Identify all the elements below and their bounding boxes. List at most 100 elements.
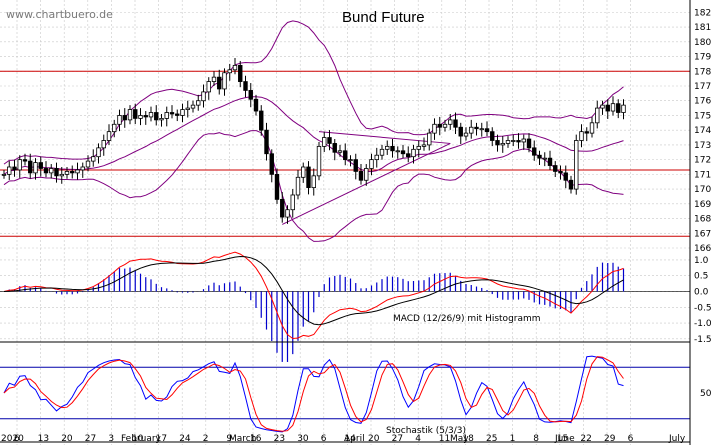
date-tick-label: 27 bbox=[85, 434, 96, 444]
month-label: March bbox=[229, 434, 256, 444]
date-tick-label: 2 bbox=[203, 434, 209, 444]
date-tick-label: 27 bbox=[392, 434, 403, 444]
candle-body bbox=[164, 112, 169, 119]
candle-body bbox=[385, 145, 390, 150]
date-tick-label: 17 bbox=[156, 434, 167, 444]
candle-body bbox=[600, 104, 605, 109]
candle-body bbox=[49, 168, 54, 174]
month-label: April bbox=[344, 434, 365, 444]
candle-body bbox=[91, 156, 96, 162]
candle-body bbox=[154, 112, 159, 121]
candle-body bbox=[479, 128, 484, 131]
candle-body bbox=[369, 159, 374, 169]
date-tick-label: 24 bbox=[179, 434, 191, 444]
candle-body bbox=[253, 98, 259, 112]
year-label: 2020 bbox=[1, 434, 24, 444]
macd-tick-label: 1.0 bbox=[694, 256, 709, 266]
candle-body bbox=[568, 179, 574, 190]
candle-body bbox=[442, 123, 448, 128]
candle-body bbox=[348, 159, 353, 162]
candle-body bbox=[248, 90, 253, 100]
candle-body bbox=[122, 115, 127, 121]
candle-body bbox=[269, 153, 274, 175]
candle-body bbox=[175, 113, 180, 116]
date-tick-label: 6 bbox=[14, 434, 20, 444]
candle-body bbox=[64, 171, 70, 175]
price-tick-label: 166 bbox=[694, 244, 711, 254]
candle-body bbox=[458, 126, 463, 137]
date-tick-label: 23 bbox=[274, 434, 285, 444]
date-tick-label: 22 bbox=[580, 434, 591, 444]
candle-body bbox=[12, 166, 17, 171]
candle-body bbox=[274, 173, 280, 200]
price-tick-label: 176 bbox=[694, 97, 711, 107]
candle-body bbox=[432, 123, 437, 134]
date-tick-label: 11 bbox=[439, 434, 450, 444]
price-tick-label: 174 bbox=[694, 126, 711, 136]
candle-body bbox=[217, 76, 222, 90]
date-tick-label: 30 bbox=[297, 434, 309, 444]
price-tick-label: 171 bbox=[694, 170, 711, 180]
candle-body bbox=[290, 194, 295, 211]
candle-body bbox=[579, 131, 584, 141]
candle-body bbox=[595, 107, 600, 124]
candle-body bbox=[38, 162, 43, 169]
candle-body bbox=[311, 175, 316, 189]
date-tick-label: 9 bbox=[226, 434, 232, 444]
date-tick-label: 20 bbox=[61, 434, 73, 444]
month-label: July bbox=[668, 434, 686, 444]
candle-body bbox=[327, 137, 332, 144]
stochastic-k-line bbox=[3, 355, 624, 433]
macd-tick-label: -0.5 bbox=[694, 303, 712, 313]
candle-body bbox=[143, 115, 148, 118]
candle-body bbox=[532, 147, 537, 156]
price-tick-label: 180 bbox=[694, 38, 711, 48]
macd-tick-label: -1.0 bbox=[694, 319, 712, 329]
candle-body bbox=[301, 166, 306, 178]
date-tick-label: 1 bbox=[510, 434, 516, 444]
macd-tick-label: -1.5 bbox=[694, 335, 712, 345]
candle-body bbox=[421, 144, 427, 147]
candle-body bbox=[22, 159, 28, 162]
candle-body bbox=[243, 81, 248, 91]
candle-body bbox=[280, 198, 285, 218]
candle-body bbox=[227, 69, 232, 74]
candle-body bbox=[306, 166, 311, 189]
candle-body bbox=[621, 104, 626, 113]
candle-body bbox=[112, 123, 117, 133]
candle-body bbox=[584, 131, 589, 134]
date-tick-label: 6 bbox=[321, 434, 327, 444]
candle-body bbox=[589, 122, 595, 134]
macd-signal-line bbox=[3, 255, 624, 326]
candle-body bbox=[437, 123, 442, 128]
candle-body bbox=[400, 150, 406, 155]
candle-body bbox=[411, 148, 416, 158]
price-tick-label: 181 bbox=[694, 23, 711, 33]
candle-body bbox=[537, 154, 542, 159]
candle-body bbox=[516, 140, 521, 143]
candle-body bbox=[106, 131, 112, 141]
stochastic-tick-label: 50 bbox=[700, 389, 712, 399]
candle-body bbox=[295, 176, 301, 196]
candle-body bbox=[169, 112, 175, 115]
candle-body bbox=[316, 145, 322, 177]
date-tick-label: 14 bbox=[344, 434, 356, 444]
stochastic-label: Stochastik (5/3/3) bbox=[386, 426, 466, 436]
date-tick-label: 18 bbox=[462, 434, 474, 444]
price-tick-label: 182 bbox=[694, 8, 711, 18]
candle-body bbox=[7, 166, 12, 175]
macd-tick-label: 0.0 bbox=[694, 287, 709, 297]
date-tick-label: 29 bbox=[604, 434, 616, 444]
candle-body bbox=[138, 115, 143, 119]
candle-body bbox=[54, 168, 59, 177]
candle-body bbox=[469, 126, 474, 134]
candle-body bbox=[521, 138, 526, 143]
candle-body bbox=[222, 72, 227, 90]
price-tick-label: 172 bbox=[694, 156, 711, 166]
candle-body bbox=[490, 131, 495, 141]
price-tick-label: 173 bbox=[694, 141, 711, 151]
bollinger-middle-band bbox=[3, 96, 624, 175]
candle-body bbox=[185, 107, 190, 110]
candle-body bbox=[180, 109, 185, 116]
